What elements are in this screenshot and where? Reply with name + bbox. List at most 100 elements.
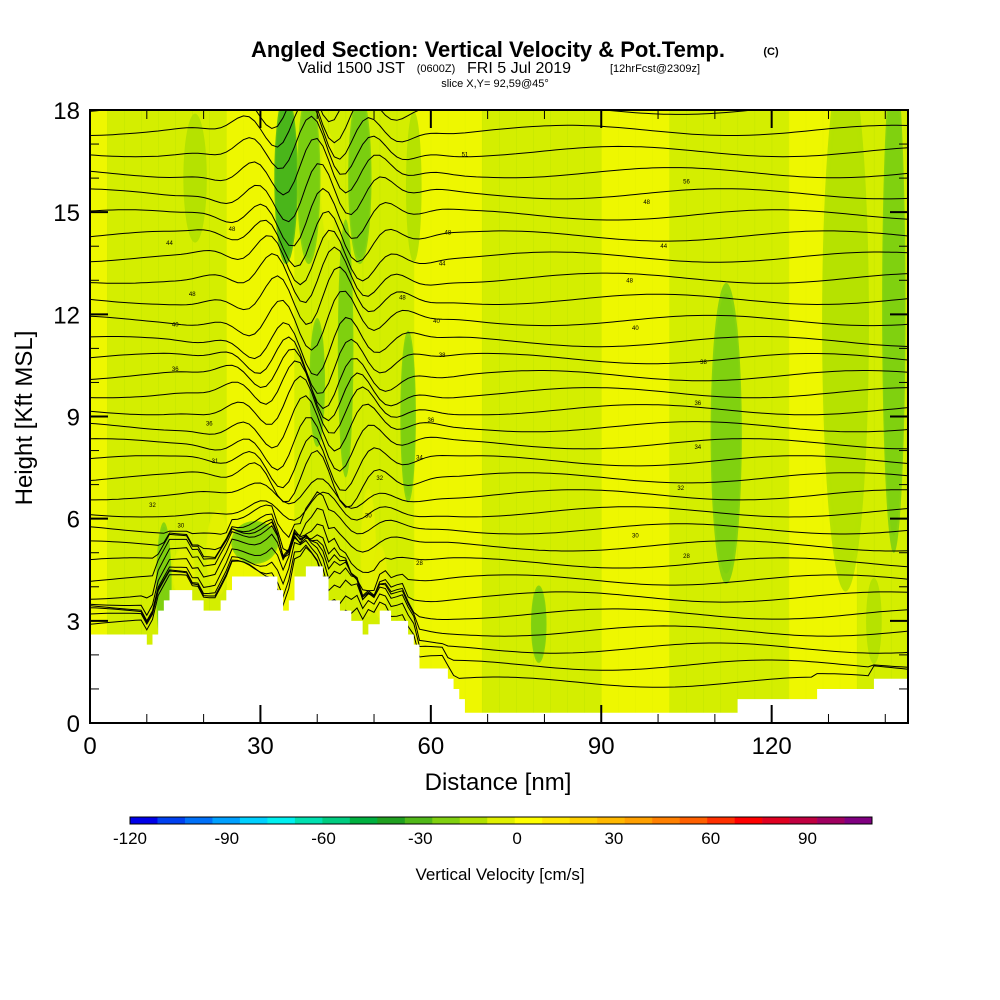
downdraft-band (400, 330, 416, 503)
updraft-band (822, 110, 869, 592)
colorbar-tick-label: -60 (311, 829, 336, 848)
x-axis-label: Distance [nm] (425, 769, 572, 796)
contour-label: 30 (178, 523, 185, 529)
field-stripe (141, 110, 159, 723)
colorbar-swatch (130, 817, 158, 824)
field-stripe (754, 110, 773, 723)
contour-label: 38 (439, 353, 446, 359)
figure-title: Angled Section: Vertical Velocity & Pot.… (251, 37, 779, 62)
theta-contour (90, 210, 908, 268)
updraft-band (183, 113, 207, 243)
colorbar-swatch (349, 817, 378, 824)
field-stripe (499, 110, 517, 723)
field-stripe (107, 110, 125, 723)
theta-contour (90, 110, 908, 160)
y-tick-label: 15 (53, 200, 80, 227)
theta-contours (90, 110, 908, 688)
valid-time-line: Valid 1500 JST (0600Z) FRI 5 Jul 2019 [1… (298, 60, 700, 77)
field-stripe (464, 110, 483, 723)
contour-label: 48 (399, 295, 406, 301)
field-stripe (124, 110, 142, 723)
contour-label: 28 (416, 561, 423, 567)
colorbar-swatch (239, 817, 268, 824)
field-stripe (771, 110, 790, 723)
colorbar-swatch (624, 817, 653, 824)
downdraft-band (296, 110, 321, 265)
colorbar-swatch (789, 817, 818, 824)
contour-label: 36 (172, 367, 179, 373)
updraft-band (172, 547, 196, 599)
updraft-band (405, 111, 422, 262)
theta-contour (90, 417, 908, 472)
theta-contour (90, 449, 908, 508)
theta-contour (90, 375, 908, 434)
updraft-band (320, 132, 337, 241)
field-stripe (618, 110, 636, 723)
colorbar-swatch (679, 817, 708, 824)
theta-contour (90, 336, 908, 394)
colorbar-swatch (432, 817, 461, 824)
field-stripe (226, 110, 244, 723)
theta-contour (90, 137, 908, 196)
field-stripe (550, 110, 568, 723)
x-tick-label: 30 (247, 733, 274, 760)
colorbar-tick-label: -30 (408, 829, 433, 848)
x-tick-label: 90 (588, 733, 615, 760)
colorbar-swatch (597, 817, 625, 824)
colorbar-swatch (294, 817, 323, 824)
contour-label: 30 (632, 534, 639, 540)
contour-label: 48 (189, 292, 196, 298)
valid-zulu: (0600Z) (417, 63, 456, 75)
theta-contour (90, 539, 908, 654)
colorbar-swatch (514, 817, 543, 824)
colorbar-tick-label: 0 (512, 829, 521, 848)
x-axis: 0 30 60 90 120 (83, 110, 886, 760)
valid-date: FRI 5 Jul 2019 (467, 60, 571, 77)
contour-label: 48 (445, 231, 452, 237)
contour-label: 30 (365, 513, 372, 519)
colorbar-swatch (212, 817, 241, 824)
colorbar-swatch (157, 817, 186, 824)
terrain-mask (90, 566, 908, 723)
theta-contour (90, 246, 908, 304)
colorbar-tick-label: 90 (798, 829, 817, 848)
theta-contour (90, 229, 908, 286)
contour-label: 56 (683, 180, 690, 186)
colorbar-tick-label: -120 (113, 829, 147, 848)
contour-label: 40 (632, 326, 639, 332)
field-stripe (805, 110, 824, 723)
downdraft-band (710, 283, 742, 585)
colorbar-swatch (459, 817, 488, 824)
colorbar-swatch (487, 817, 516, 824)
downdraft-band (309, 317, 326, 447)
x-tick-label: 60 (417, 733, 444, 760)
title-main: Angled Section: Vertical Velocity & Pot.… (251, 37, 725, 62)
x-tick-label: 0 (83, 733, 96, 760)
colorbar-tick-label: -90 (214, 829, 239, 848)
colorbar-swatch (184, 817, 213, 824)
colorbar-label: Vertical Velocity [cm/s] (415, 865, 584, 884)
theta-contour (90, 518, 908, 574)
colorbar-swatch (377, 817, 406, 824)
field-stripe (788, 110, 807, 723)
theta-contour (90, 491, 908, 539)
slice-info: slice X,Y= 92,59@45° (441, 78, 549, 90)
field-stripe (584, 110, 602, 723)
contour-label: 44 (660, 244, 667, 250)
contour-label: 32 (677, 486, 684, 492)
x-tick-label: 120 (752, 733, 792, 760)
contour-label: 32 (376, 476, 383, 482)
theta-contour (90, 434, 908, 491)
theta-contour (90, 115, 908, 175)
theta-contour (90, 187, 908, 247)
title-unit: (C) (763, 46, 779, 58)
field-stripe (601, 110, 619, 723)
contour-label: 36 (694, 401, 701, 407)
contour-label: 38 (700, 360, 707, 366)
contour-labels: 44 48 48 40 36 36 31 32 30 51 48 44 48 40 38 36 34 32 30 28… (149, 152, 707, 567)
y-tick-label: 9 (67, 405, 80, 432)
theta-contour (90, 528, 908, 620)
contour-label: 48 (626, 278, 633, 284)
